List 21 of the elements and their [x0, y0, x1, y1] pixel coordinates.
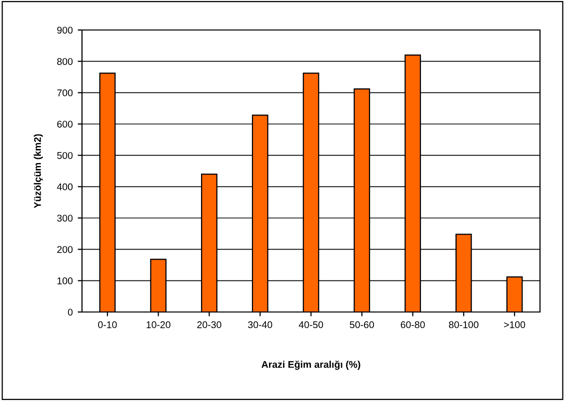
x-tick-label: 20-30: [197, 321, 222, 328]
y-tick-label: 700: [57, 89, 73, 96]
y-tick-label: 900: [57, 26, 73, 34]
x-tick-label: 60-80: [400, 321, 425, 328]
x-tick-label: >100: [504, 321, 526, 328]
y-tick-label: 300: [57, 214, 73, 222]
x-tick-label: 80-100: [448, 321, 478, 328]
y-tick-label: 500: [57, 152, 73, 159]
x-tick-label: 10-20: [146, 321, 170, 328]
y-tick-label: 400: [56, 183, 73, 190]
y-tick-label: 0: [68, 308, 73, 316]
y-tick-label: 600: [57, 120, 73, 128]
x-tick-label: 50-60: [350, 321, 374, 328]
x-tick-label: 0-10: [98, 321, 117, 328]
y-tick-label: 200: [57, 246, 73, 253]
y-axis-title: Yüzölçüm (km2): [34, 134, 43, 208]
y-tick-label: 800: [57, 58, 73, 65]
x-axis-title: Arazi Eğim aralığı (%): [262, 360, 360, 370]
x-tick-label: 40-50: [298, 321, 324, 328]
y-tick-label: 100: [57, 277, 73, 284]
x-tick-label: 30-40: [248, 321, 272, 328]
